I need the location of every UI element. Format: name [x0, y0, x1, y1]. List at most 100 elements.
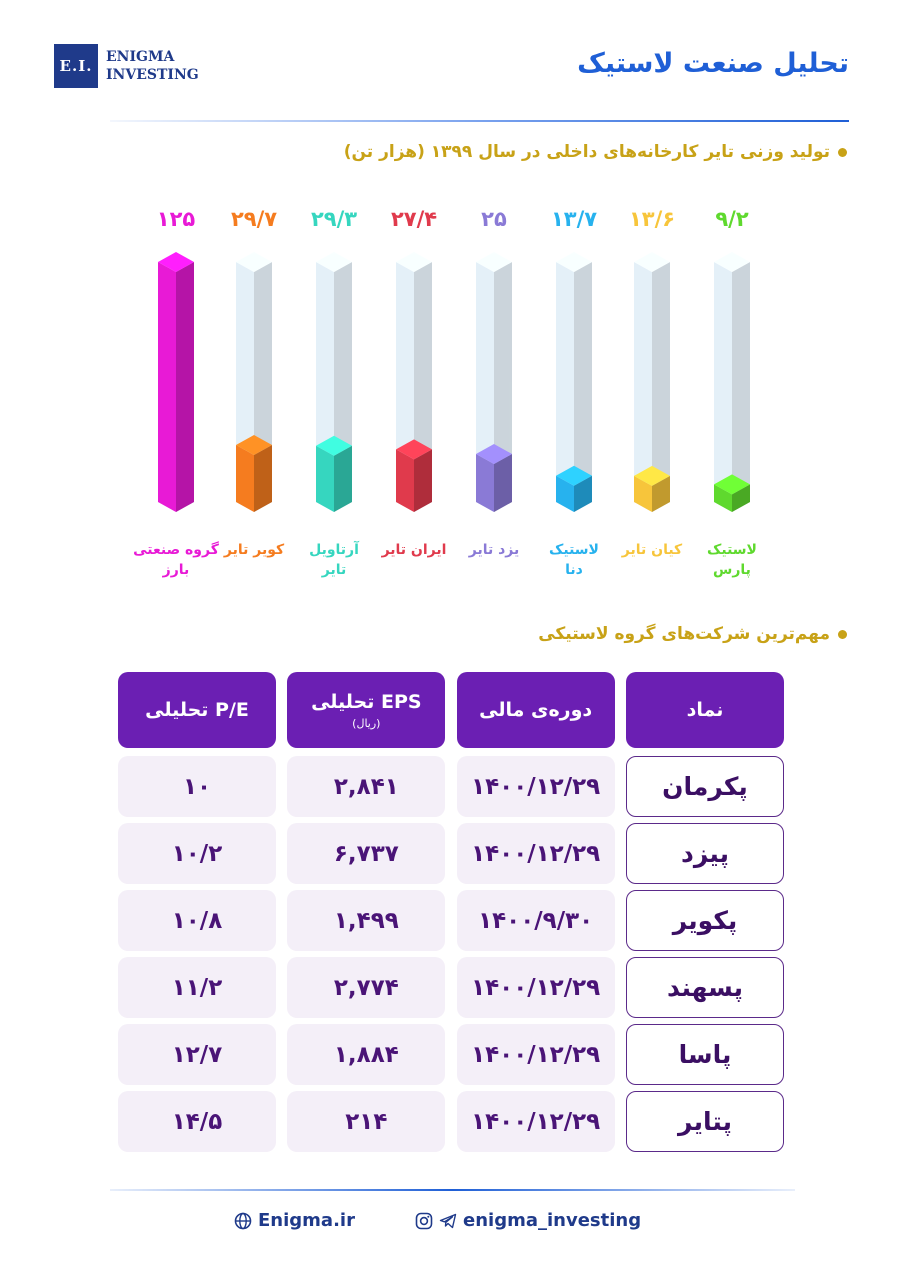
cell-symbol: پکویر [625, 890, 784, 951]
bar-top [476, 444, 512, 464]
bar-track-top [476, 252, 512, 272]
bar-top [158, 252, 194, 272]
bar-group: ۹/۲ لاستیک پارس [707, 207, 757, 578]
bar [158, 252, 194, 512]
cell-eps: ۲۱۴ [287, 1091, 446, 1152]
table-section-title-text: مهم‌ترین شرکت‌های گروه لاستیکی [538, 624, 830, 644]
bar-track-left [634, 262, 652, 512]
bar-right [574, 475, 592, 512]
bar-group: ۲۵ یزد تایر [468, 207, 520, 558]
bar-track-left [714, 262, 732, 512]
cell-pe: ۱۱/۲ [118, 957, 276, 1018]
table-body: پکرمان ۱۴۰۰/۱۲/۲۹ ۲,۸۴۱ ۱۰ پیزد ۱۴۰۰/۱۲/… [118, 756, 784, 1152]
bar-value-label: ۲۷/۴ [391, 207, 437, 231]
bar-category-label: کویر تایر [223, 542, 285, 558]
logo: E.I. ENIGMA INVESTING [54, 44, 199, 88]
bar-category-label: یزد تایر [468, 542, 520, 558]
bar-track-right [574, 262, 592, 512]
header-eps-unit: (ریال) [352, 716, 381, 730]
bar-track-top [396, 252, 432, 272]
bar-value-label: ۱۳/۷ [551, 207, 597, 231]
bar-track-top [316, 252, 352, 272]
bar-right [176, 262, 194, 512]
bar-top [714, 474, 750, 495]
bar-right [732, 484, 750, 512]
telegram-icon [439, 1212, 457, 1230]
bar-track [634, 252, 670, 512]
bar-category-label: لاستیک [549, 542, 599, 558]
table-row: پسهند ۱۴۰۰/۱۲/۲۹ ۲,۷۷۴ ۱۱/۲ [118, 957, 784, 1018]
cell-pe: ۱۰ [118, 756, 276, 817]
bar [556, 465, 592, 512]
cell-pe: ۱۲/۷ [118, 1024, 276, 1085]
cell-symbol: پسهند [625, 957, 784, 1018]
bar-right [254, 444, 272, 512]
bar-right [494, 454, 512, 512]
logo-mark: E.I. [54, 44, 98, 88]
cell-pe: ۱۰/۲ [118, 823, 276, 884]
page-title: تحلیل صنعت لاستیک [577, 48, 849, 79]
bar-value-label: ۲۹/۳ [311, 207, 357, 231]
table-row: پاسا ۱۴۰۰/۱۲/۲۹ ۱,۸۸۴ ۱۲/۷ [118, 1024, 784, 1085]
bar-value-label: ۲۹/۷ [231, 207, 277, 231]
bar-left [714, 484, 732, 512]
bar-top [634, 465, 670, 486]
cell-eps: ۱,۴۹۹ [287, 890, 446, 951]
cell-symbol: پیزد [625, 823, 784, 884]
bar-top [396, 439, 432, 460]
bar-left [158, 262, 176, 512]
bar-category-label: ایران تایر [381, 542, 447, 558]
cell-period: ۱۴۰۰/۱۲/۲۹ [456, 756, 615, 817]
bar [316, 435, 352, 512]
bar-track-right [732, 262, 750, 512]
footer-website[interactable]: Enigma.ir [234, 1210, 355, 1231]
bar-left [236, 444, 254, 512]
cell-symbol: پاسا [625, 1024, 784, 1085]
header-pe: P/E تحلیلی [118, 672, 276, 748]
bar-left [316, 445, 334, 512]
bar-category-label: کیان تایر [621, 542, 683, 558]
bar [236, 434, 272, 512]
cell-symbol: پکرمان [625, 756, 784, 817]
table-row: پکویر ۱۴۰۰/۹/۳۰ ۱,۴۹۹ ۱۰/۸ [118, 890, 784, 951]
bar-top [236, 434, 272, 455]
bar-group: ۲۷/۴ ایران تایر [381, 207, 447, 558]
cell-period: ۱۴۰۰/۱۲/۲۹ [456, 957, 615, 1018]
bar-right [652, 475, 670, 512]
table-section-title: مهم‌ترین شرکت‌های گروه لاستیکی [538, 624, 847, 644]
bar-right [334, 445, 352, 512]
bar-track-top [714, 252, 750, 272]
bar-top [556, 465, 592, 486]
website-text: Enigma.ir [258, 1210, 355, 1231]
bar [714, 474, 750, 512]
bar-group: ۱۳/۷ لاستیک دنا [549, 207, 599, 578]
bar-category-label: تایر [321, 562, 346, 578]
chart-section-title-text: تولید وزنی تایر کارخانه‌های داخلی در سال… [343, 142, 830, 162]
header-symbol: نماد [625, 672, 784, 748]
bar-left [476, 454, 494, 512]
bar-track-left [556, 262, 574, 512]
bar-left [556, 475, 574, 512]
bar-category-label: آرتاویل [309, 540, 360, 558]
bar-value-label: ۲۵ [481, 207, 507, 231]
table-header-row: نماد دوره‌ی مالی EPS تحلیلی (ریال) P/E ت… [118, 672, 784, 748]
header-eps: EPS تحلیلی (ریال) [287, 672, 446, 748]
cell-period: ۱۴۰۰/۱۲/۲۹ [456, 823, 615, 884]
bar-track-top [556, 252, 592, 272]
logo-line-2: INVESTING [106, 67, 199, 83]
bullet-dot [838, 629, 847, 639]
table-row: پیزد ۱۴۰۰/۱۲/۲۹ ۶,۷۳۷ ۱۰/۲ [118, 823, 784, 884]
bar [634, 465, 670, 512]
bar-value-label: ۹/۲ [715, 207, 748, 231]
footer-social[interactable]: enigma_investing [415, 1210, 641, 1231]
bullet-dot [838, 147, 847, 157]
bar-value-label: ۱۲۵ [157, 207, 196, 231]
bar-track [714, 252, 750, 512]
cell-pe: ۱۰/۸ [118, 890, 276, 951]
bar-left [396, 449, 414, 512]
bar-left [634, 475, 652, 512]
cell-eps: ۲,۷۷۴ [287, 957, 446, 1018]
bar [476, 444, 512, 512]
bar-track-right [652, 262, 670, 512]
table-row: پتایر ۱۴۰۰/۱۲/۲۹ ۲۱۴ ۱۴/۵ [118, 1091, 784, 1152]
